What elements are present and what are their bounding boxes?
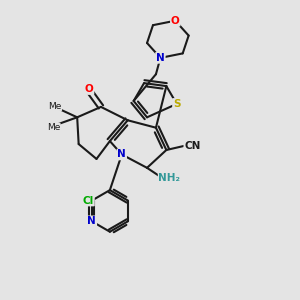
- Text: N: N: [117, 149, 126, 160]
- Text: NH₂: NH₂: [158, 173, 180, 183]
- Text: O: O: [171, 16, 180, 26]
- Text: O: O: [85, 84, 93, 94]
- Text: N: N: [88, 216, 96, 226]
- Text: Me: Me: [47, 123, 60, 132]
- Text: Me: Me: [48, 101, 62, 110]
- Text: S: S: [173, 99, 181, 109]
- Text: N: N: [156, 53, 165, 63]
- Text: Cl: Cl: [83, 196, 94, 206]
- Text: CN: CN: [184, 140, 201, 151]
